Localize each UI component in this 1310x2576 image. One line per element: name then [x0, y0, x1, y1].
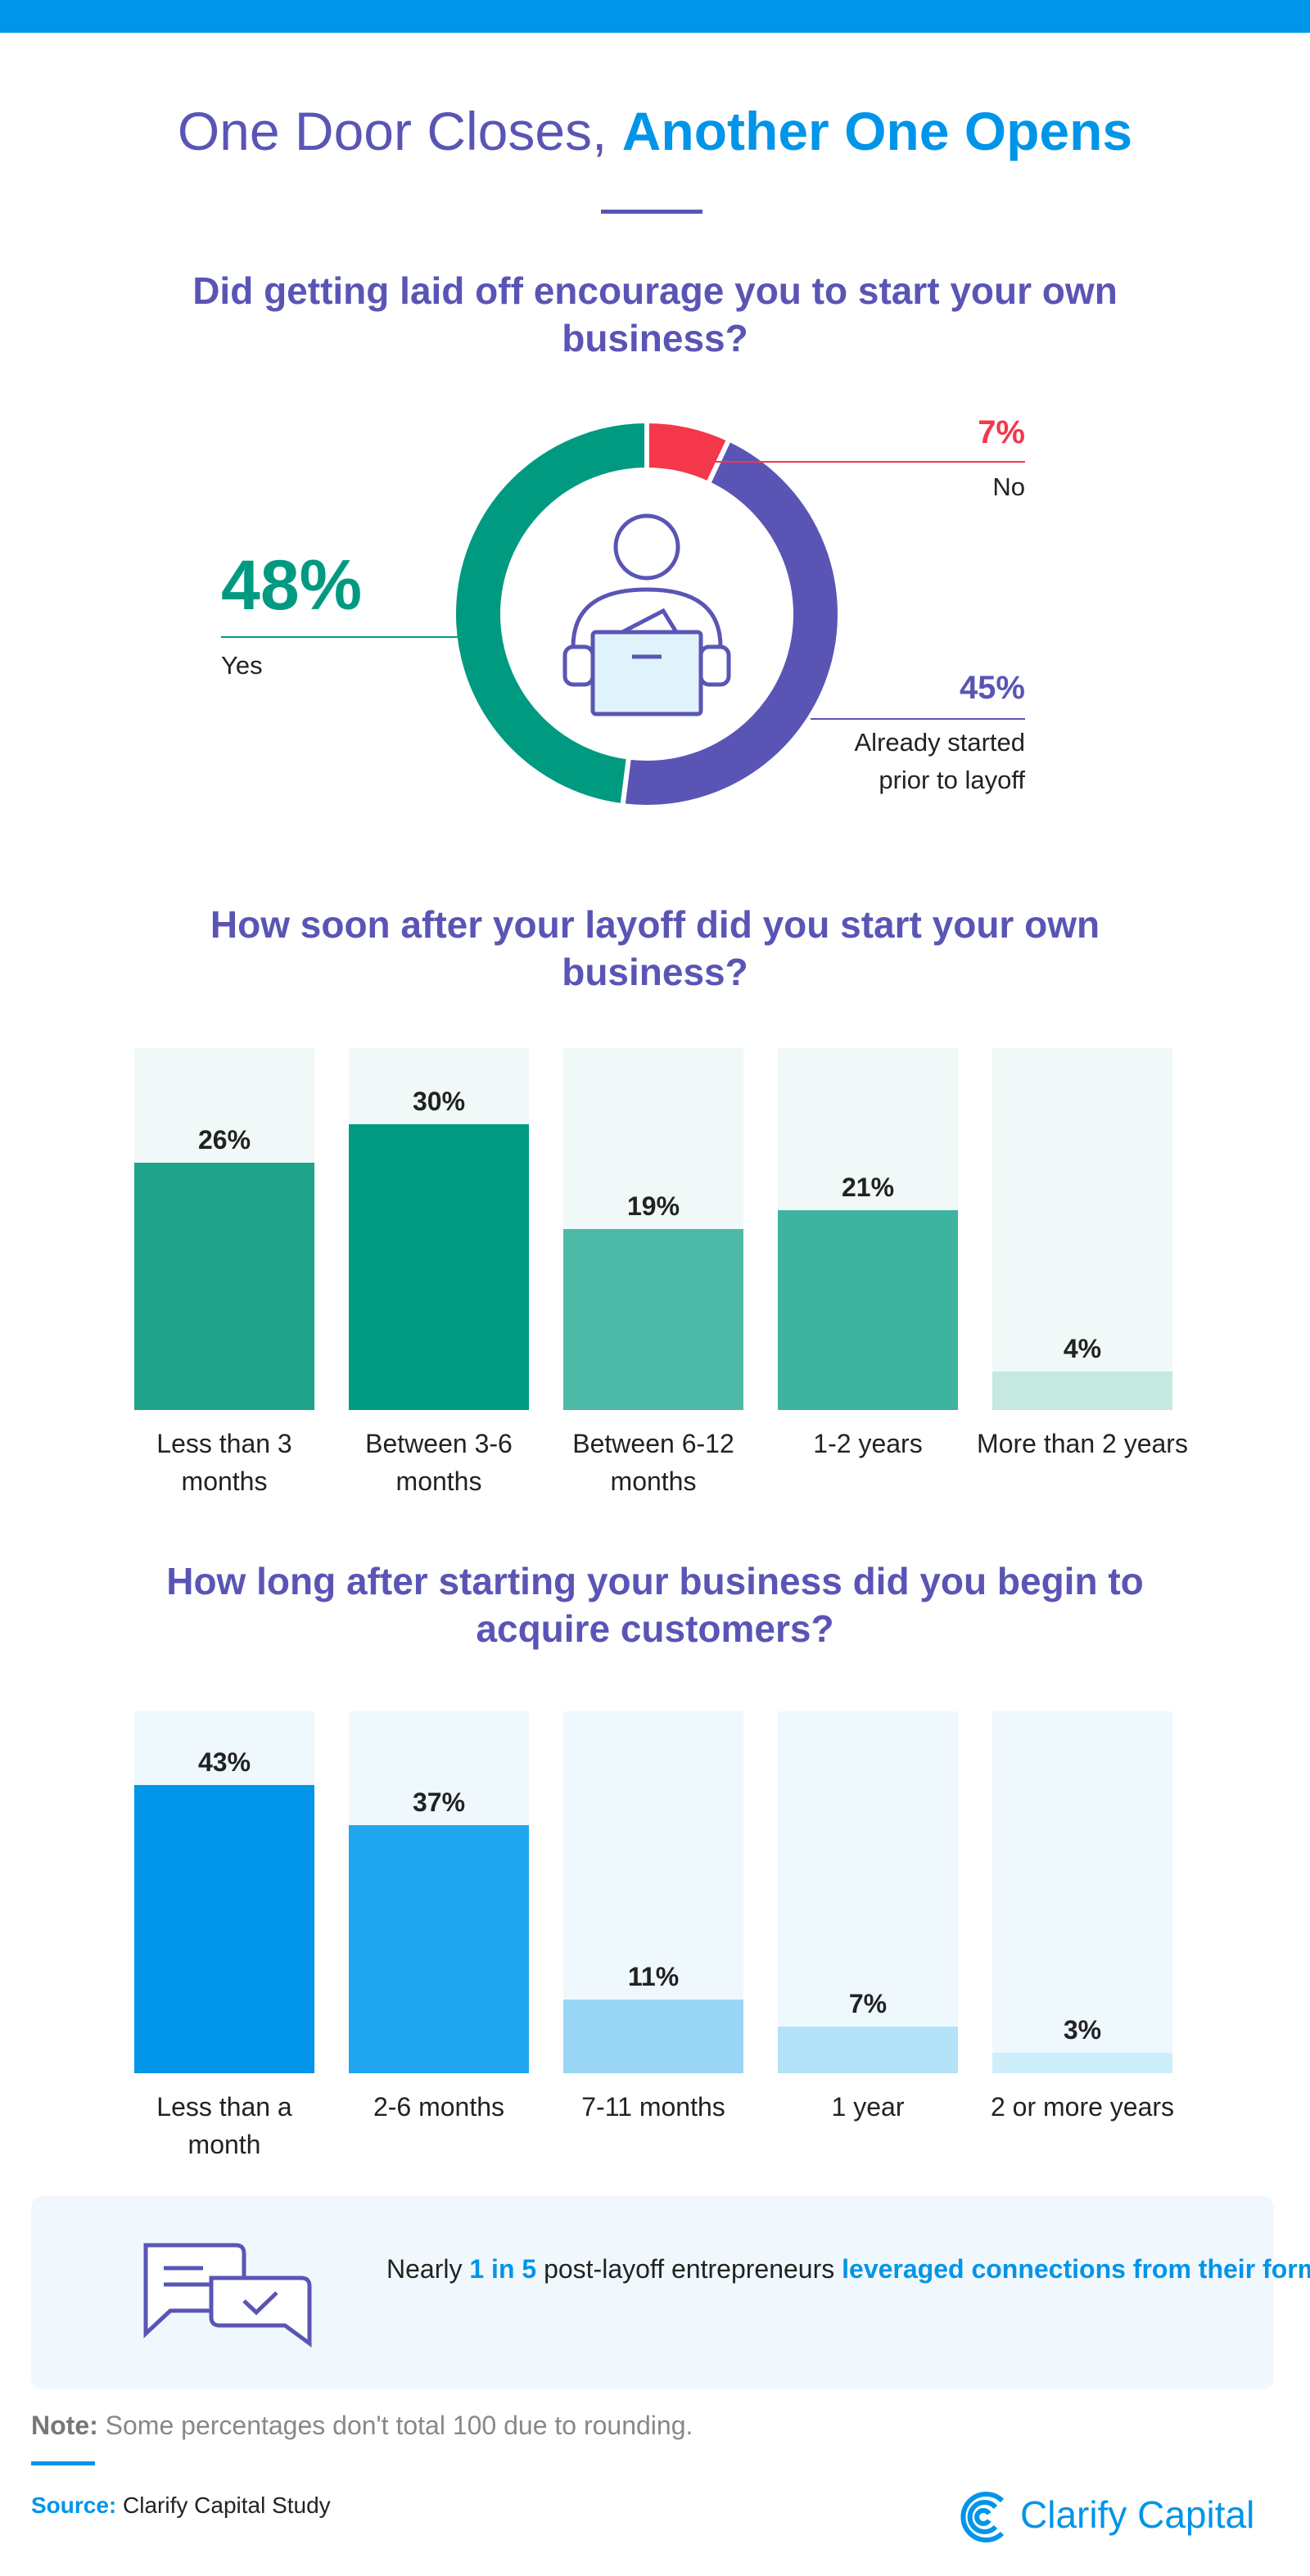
title-emphasis: Another One Opens [621, 101, 1133, 161]
callout: Nearly 1 in 5 post-layoff entrepreneurs … [31, 2196, 1310, 2389]
donut-segment [451, 418, 649, 809]
value-label: 7% [978, 414, 1025, 450]
note-text: Some percentages don't total 100 due to … [105, 2411, 693, 2440]
title-lead: One Door Closes, [177, 101, 608, 161]
top-bar [0, 0, 1310, 33]
bar-track [992, 1711, 1172, 2073]
brand-name: Clarify Capital [1020, 2493, 1255, 2536]
source-text: Clarify Capital Study [123, 2492, 331, 2518]
value-label: 43% [197, 1747, 251, 1778]
category-label: Yes [221, 651, 263, 680]
value-label: 19% [626, 1191, 680, 1221]
callout-part: post-layoff entrepreneurs [536, 2254, 842, 2284]
chat-icon [143, 2243, 312, 2348]
donut-chart [221, 418, 1025, 810]
note: Note: Some percentages don't total 100 d… [31, 2411, 693, 2441]
value-label: 48% [221, 546, 363, 625]
category-label: Between 3-6 months [365, 1429, 513, 1496]
callout-part: 1 in 5 [469, 2254, 537, 2284]
page-title: One Door Closes, Another One Opens [0, 97, 1310, 165]
category-label: 2 or more years [990, 2092, 1175, 2122]
source-label: Source: [31, 2492, 117, 2518]
source: Source: Clarify Capital Study [31, 2492, 331, 2519]
callout-part: leveraged connections from their former … [842, 2254, 1310, 2284]
value-label: 3% [1063, 2015, 1102, 2045]
category-label: No [992, 472, 1025, 501]
bar [992, 2053, 1172, 2073]
bar [778, 1209, 958, 1410]
bar-track [778, 1711, 958, 2073]
bar [134, 1162, 314, 1410]
category-label: 1-2 years [813, 1429, 923, 1458]
bar [778, 2026, 958, 2073]
bar [349, 1825, 529, 2073]
value-label: 26% [197, 1124, 251, 1155]
donut-segment [620, 436, 842, 810]
divider [601, 210, 702, 214]
bar [134, 1785, 314, 2073]
note-label: Note: [31, 2411, 98, 2440]
bar [992, 1372, 1172, 1410]
chart-title: Did getting laid off encourage you to st… [192, 269, 1118, 359]
value-label: 11% [627, 1961, 680, 1991]
note-underline [31, 2461, 95, 2465]
category-label: 1 year [831, 2092, 905, 2122]
bar [563, 1999, 743, 2073]
value-label: 37% [412, 1787, 466, 1818]
callout-part: Nearly [386, 2254, 470, 2284]
category-label: Less than 3 months [156, 1429, 292, 1496]
bar-track [992, 1048, 1172, 1410]
category-label: 7-11 months [581, 2092, 725, 2122]
category-label: 2-6 months [373, 2092, 505, 2122]
value-label: 4% [1063, 1334, 1102, 1364]
value-label: 45% [959, 670, 1025, 706]
chart-title: How soon after your layoff did you start… [210, 903, 1100, 993]
category-label: More than 2 years [977, 1429, 1188, 1458]
bar [563, 1229, 743, 1410]
center-icon [562, 513, 731, 716]
chart-title: How long after starting your business di… [166, 1560, 1144, 1650]
callout-text: Nearly 1 in 5 post-layoff entrepreneurs … [386, 2248, 1310, 2289]
value-label: 21% [841, 1172, 895, 1202]
category-label: Less than a month [156, 2092, 292, 2159]
category-label: Already started prior to layoff [854, 728, 1026, 794]
category-label: Between 6-12 months [572, 1429, 734, 1496]
bar [349, 1124, 529, 1410]
brand-icon [960, 2492, 1005, 2542]
value-label: 30% [412, 1087, 466, 1117]
value-label: 7% [848, 1988, 888, 2018]
